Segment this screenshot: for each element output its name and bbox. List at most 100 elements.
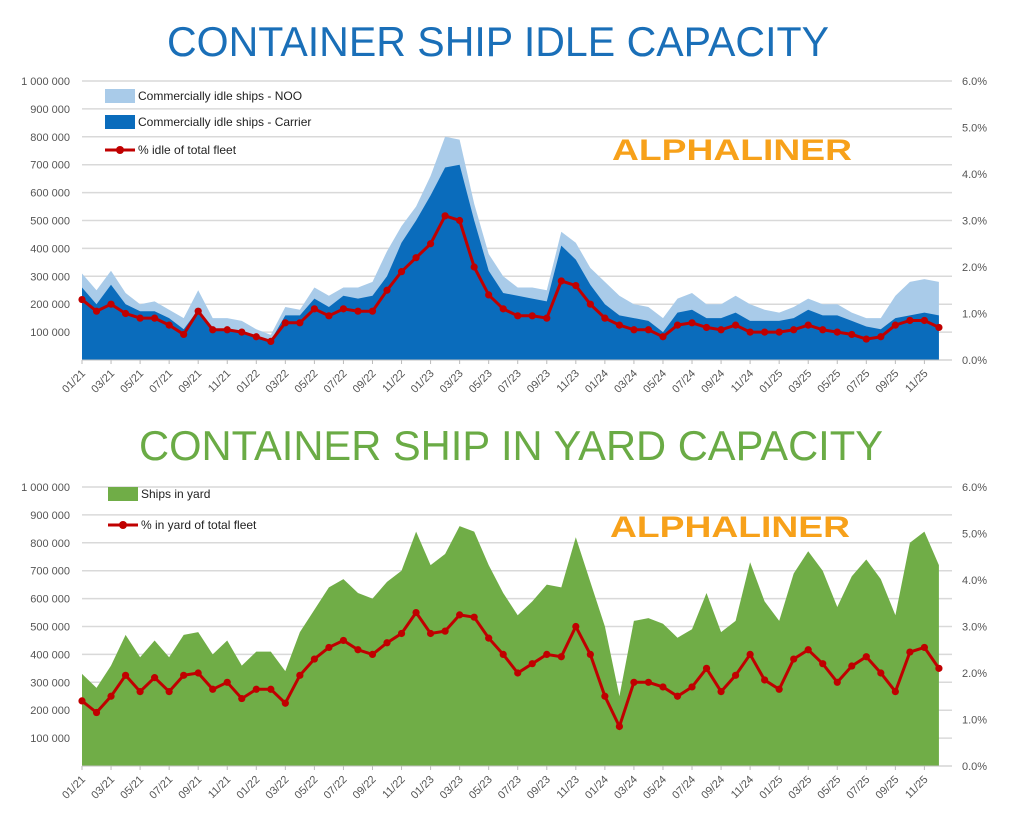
left-tick-label: 800 000: [30, 538, 70, 550]
x-tick-label: 05/23: [467, 774, 495, 802]
data-point: [688, 319, 696, 327]
data-point: [485, 634, 493, 642]
data-point: [644, 678, 653, 686]
data-point: [310, 655, 318, 663]
data-point: [238, 328, 246, 336]
left-tick-label: 900 000: [30, 510, 70, 522]
x-tick-label: 11/23: [555, 368, 582, 395]
data-point: [935, 323, 943, 332]
left-tick-label: 200 000: [30, 705, 70, 717]
left-tick-label: 400 000: [30, 649, 70, 661]
data-point: [557, 277, 565, 285]
data-point: [775, 685, 783, 693]
data-point: [470, 613, 478, 621]
right-tick-label: 3.0%: [962, 216, 987, 228]
area-0: [82, 136, 939, 360]
right-tick-label: 1.0%: [962, 309, 987, 321]
data-point: [325, 643, 333, 652]
x-tick-label: 03/23: [438, 368, 466, 396]
data-point: [630, 326, 638, 334]
data-point: [615, 722, 623, 731]
x-tick-label: 11/21: [206, 774, 233, 801]
left-tick-label: 600 000: [30, 594, 70, 606]
data-point: [717, 688, 725, 696]
data-point: [673, 321, 682, 329]
data-point: [368, 307, 377, 315]
data-point: [470, 263, 478, 271]
data-point: [833, 328, 841, 336]
data-point: [426, 629, 435, 638]
data-point: [92, 307, 101, 315]
data-point: [92, 708, 101, 717]
data-point: [238, 694, 246, 703]
data-point: [296, 319, 304, 327]
legend-label: Commercially idle ships - NOO: [138, 89, 302, 103]
x-tick-label: 09/21: [176, 368, 204, 396]
x-tick-label: 11/23: [555, 774, 582, 801]
left-tick-label: 700 000: [30, 566, 70, 578]
left-tick-label: 400 000: [30, 243, 70, 255]
data-point: [891, 321, 899, 329]
data-point: [194, 307, 202, 315]
data-point: [906, 648, 914, 656]
data-point: [252, 333, 260, 341]
data-point: [223, 678, 231, 686]
x-tick-label: 03/21: [89, 774, 117, 802]
right-tick-label: 5.0%: [962, 529, 987, 541]
data-point: [586, 300, 594, 308]
in-yard-capacity-chart: CONTAINER SHIP IN YARD CAPACITY 100 000 2…: [21, 422, 987, 802]
data-point: [180, 671, 188, 679]
legend-label: Commercially idle ships - Carrier: [138, 115, 311, 129]
left-tick-label: 500 000: [30, 216, 70, 228]
data-point: [862, 653, 870, 661]
x-tick-label: 01/24: [583, 774, 611, 802]
data-point: [717, 326, 725, 334]
x-tick-label: 01/25: [757, 368, 785, 396]
x-tick-label: 01/24: [583, 368, 611, 396]
data-point: [935, 664, 943, 672]
left-tick-label: 600 000: [30, 188, 70, 200]
data-point: [819, 660, 827, 668]
data-point: [78, 697, 86, 705]
left-tick-label: 300 000: [30, 677, 70, 689]
x-tick-label: 11/24: [729, 368, 756, 395]
data-point: [499, 305, 507, 313]
data-point: [731, 671, 740, 679]
data-point: [630, 678, 638, 686]
x-tick-label: 05/21: [118, 774, 146, 802]
data-point: [107, 692, 115, 700]
x-tick-label: 09/25: [874, 368, 902, 396]
x-tick-label: 07/24: [670, 368, 698, 396]
right-tick-label: 4.0%: [962, 575, 987, 587]
x-tick-label: 07/23: [496, 368, 524, 396]
data-point: [601, 314, 609, 322]
data-point: [412, 254, 420, 262]
x-tick-label: 07/21: [147, 368, 175, 396]
x-tick-label: 03/25: [786, 774, 814, 802]
x-tick-label: 03/21: [89, 368, 117, 396]
data-point: [804, 321, 812, 329]
data-point: [746, 650, 754, 659]
data-point: [746, 328, 754, 336]
x-tick-label: 03/23: [438, 774, 466, 802]
right-tick-label: 5.0%: [962, 123, 987, 135]
x-tick-label: 07/22: [322, 774, 350, 802]
x-tick-label: 11/22: [380, 368, 407, 395]
right-tick-label: 1.0%: [962, 715, 987, 727]
legend-swatch: [105, 115, 135, 129]
data-point: [761, 676, 769, 684]
x-tick-label: 11/24: [729, 774, 756, 801]
data-point: [572, 282, 580, 290]
data-point: [136, 688, 144, 696]
right-tick-label: 2.0%: [962, 262, 987, 274]
data-point: [136, 314, 144, 322]
x-tick-label: 05/21: [118, 368, 146, 396]
data-point: [906, 316, 914, 325]
areas: [82, 136, 939, 360]
data-point: [209, 685, 217, 693]
data-point: [441, 627, 449, 635]
right-tick-label: 0.0%: [962, 761, 987, 773]
data-point: [339, 636, 348, 645]
area-0: [82, 526, 939, 766]
